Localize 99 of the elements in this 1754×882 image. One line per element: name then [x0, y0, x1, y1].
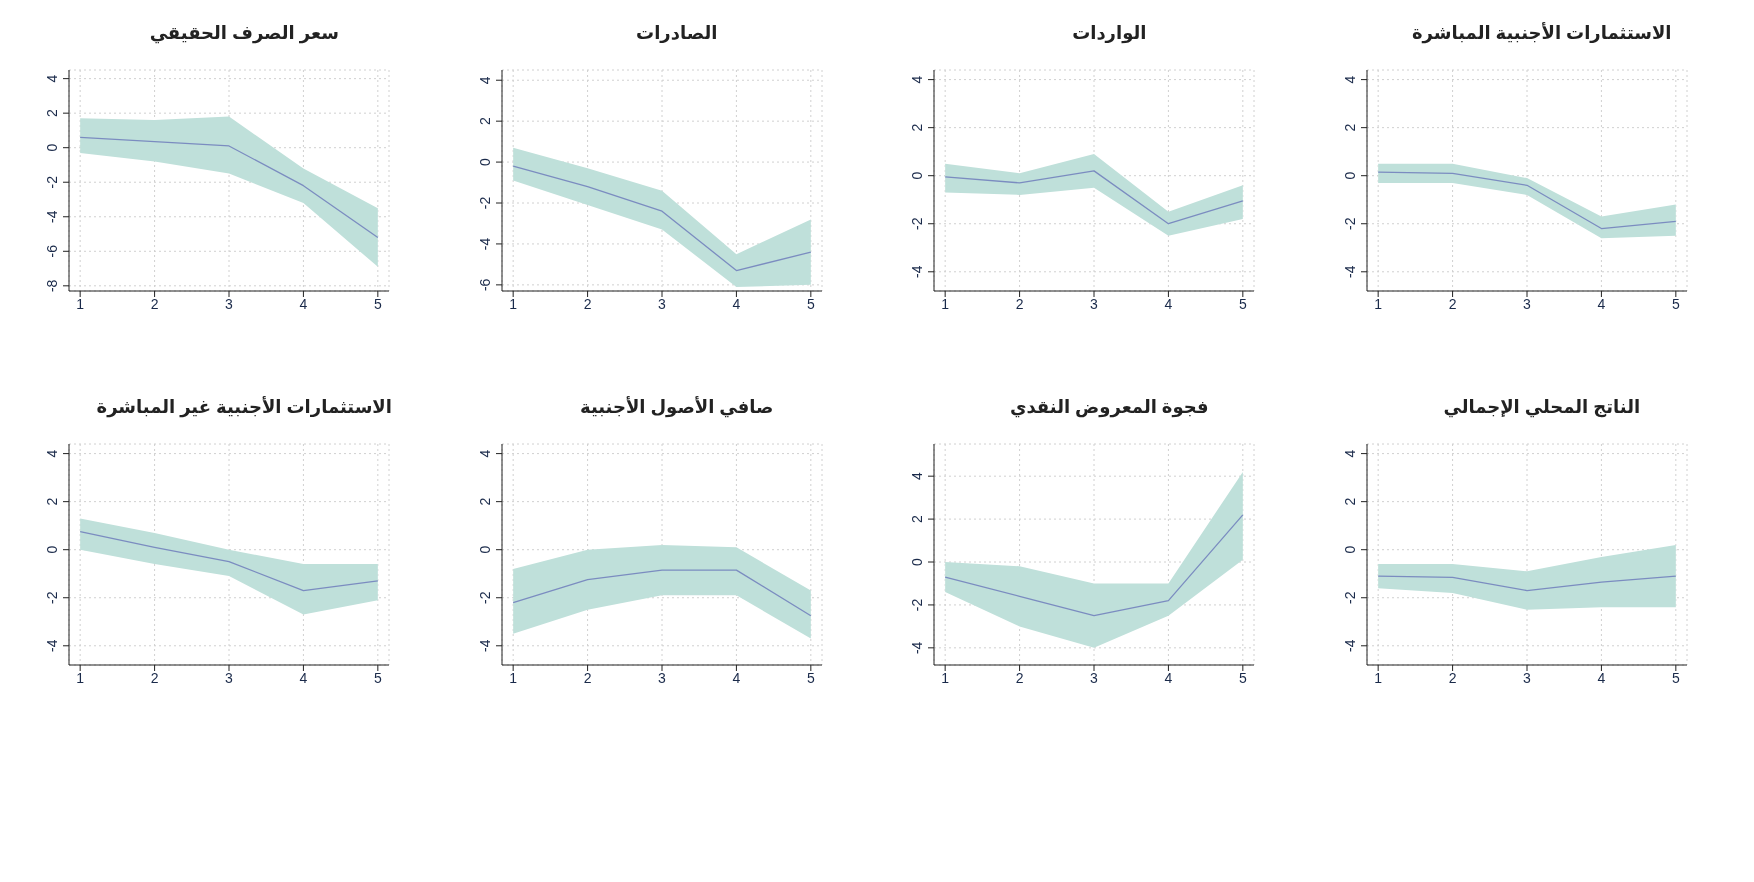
y-tick-label: -6: [44, 244, 61, 258]
x-tick-label: 5: [1671, 669, 1680, 686]
x-tick-label: 2: [150, 295, 159, 312]
y-tick-label: 4: [44, 449, 61, 458]
x-tick-label: 4: [1597, 669, 1606, 686]
x-tick-label: 3: [657, 295, 666, 312]
x-tick-label: 1: [76, 295, 85, 312]
x-tick-label: 1: [941, 295, 950, 312]
x-tick-label: 1: [76, 669, 85, 686]
y-tick-label: 2: [1341, 497, 1358, 506]
x-tick-label: 3: [1090, 669, 1099, 686]
x-tick-label: 1: [941, 669, 950, 686]
y-tick-label: -2: [44, 175, 61, 189]
y-tick-label: -2: [1341, 217, 1358, 230]
y-tick-label: 2: [909, 515, 926, 523]
x-tick-label: 2: [583, 669, 592, 686]
line-series: [79, 531, 379, 592]
x-tick-label: 4: [299, 295, 308, 312]
x-tick-label: 2: [150, 669, 159, 686]
y-tick-label: 0: [909, 171, 926, 180]
y-tick-label: 4: [44, 74, 61, 83]
y-tick-label: -2: [909, 598, 926, 612]
line-series: [79, 136, 379, 239]
x-tick-label: 3: [657, 669, 666, 686]
y-tick-label: 0: [909, 557, 926, 566]
y-tick-label: 4: [909, 472, 926, 481]
x-tick-label: 4: [299, 669, 308, 686]
y-tick-label: -8: [44, 279, 61, 293]
y-tick-label: -2: [1341, 591, 1358, 604]
y-tick-label: 4: [1341, 449, 1358, 458]
y-tick-label: -4: [909, 641, 926, 655]
line-series: [1377, 171, 1677, 230]
line-series: [512, 569, 812, 617]
y-tick-label: 2: [44, 109, 61, 118]
line-series: [944, 514, 1244, 617]
y-tick-label: -4: [476, 639, 493, 653]
x-tick-label: 2: [583, 295, 592, 312]
x-tick-label: 2: [1448, 295, 1457, 312]
line-series: [944, 170, 1244, 225]
x-tick-label: 3: [225, 669, 234, 686]
x-tick-label: 4: [1164, 295, 1173, 312]
chart-title: الاستثمارات الأجنبية غير المباشرة: [95, 395, 393, 420]
line-series: [1377, 575, 1677, 592]
y-tick-label: 4: [476, 449, 493, 458]
y-tick-label: -2: [44, 591, 61, 604]
chart-title: الاستثمارات الأجنبية المباشرة: [1410, 21, 1673, 46]
x-tick-label: 4: [1164, 669, 1173, 686]
x-tick-label: 3: [1090, 295, 1099, 312]
x-tick-label: 5: [374, 669, 383, 686]
x-tick-label: 1: [509, 295, 518, 312]
y-tick-label: 2: [909, 123, 926, 132]
y-tick-label: 2: [476, 497, 493, 506]
y-tick-label: 0: [44, 545, 61, 554]
chart-title: صافي الأصول الأجنبية: [579, 395, 775, 420]
y-tick-label: 2: [1341, 123, 1358, 132]
y-tick-label: 2: [476, 117, 493, 126]
chart-title: الناتج المحلي الإجمالي: [1442, 396, 1642, 420]
y-tick-label: -4: [44, 639, 61, 653]
x-tick-label: 3: [225, 295, 234, 312]
y-tick-label: 0: [476, 157, 493, 166]
y-tick-label: -2: [476, 591, 493, 604]
x-tick-label: 2: [1448, 669, 1457, 686]
x-tick-label: 4: [732, 295, 741, 312]
y-tick-label: 2: [44, 497, 61, 506]
x-tick-label: 2: [1015, 669, 1024, 686]
line-series: [512, 165, 812, 272]
y-tick-label: 4: [476, 76, 493, 85]
x-tick-label: 1: [1374, 669, 1383, 686]
x-tick-label: 5: [1671, 295, 1680, 312]
chart-title: فجوة المعروض النقدي: [1008, 396, 1210, 420]
y-tick-label: 0: [1341, 171, 1358, 180]
x-tick-label: 1: [509, 669, 518, 686]
y-tick-label: -4: [1341, 265, 1358, 279]
x-tick-label: 5: [1239, 295, 1248, 312]
x-tick-label: 5: [374, 295, 383, 312]
x-tick-label: 5: [806, 295, 815, 312]
y-tick-label: 0: [44, 143, 61, 152]
y-tick-label: -4: [476, 237, 493, 251]
y-tick-label: -4: [909, 265, 926, 279]
y-tick-label: -4: [1341, 639, 1358, 653]
chart-title: الواردات: [1071, 22, 1148, 46]
x-tick-label: 4: [732, 669, 741, 686]
x-tick-label: 5: [1239, 669, 1248, 686]
y-tick-label: -4: [44, 210, 61, 223]
x-tick-label: 3: [1522, 669, 1531, 686]
y-tick-label: 4: [909, 75, 926, 84]
y-tick-label: -6: [476, 278, 493, 292]
y-tick-label: 0: [476, 545, 493, 554]
x-tick-label: 5: [806, 669, 815, 686]
x-tick-label: 3: [1522, 295, 1531, 312]
chart-title: الصادرات: [635, 22, 719, 45]
x-tick-label: 1: [1374, 295, 1383, 312]
y-tick-label: -2: [476, 196, 493, 210]
x-tick-label: 2: [1015, 295, 1024, 312]
y-tick-label: -2: [909, 217, 926, 230]
y-tick-label: 4: [1341, 75, 1358, 84]
chart-title: سعر الصرف الحقيقي: [148, 22, 340, 46]
y-tick-label: 0: [1341, 545, 1358, 554]
x-tick-label: 4: [1597, 295, 1606, 312]
